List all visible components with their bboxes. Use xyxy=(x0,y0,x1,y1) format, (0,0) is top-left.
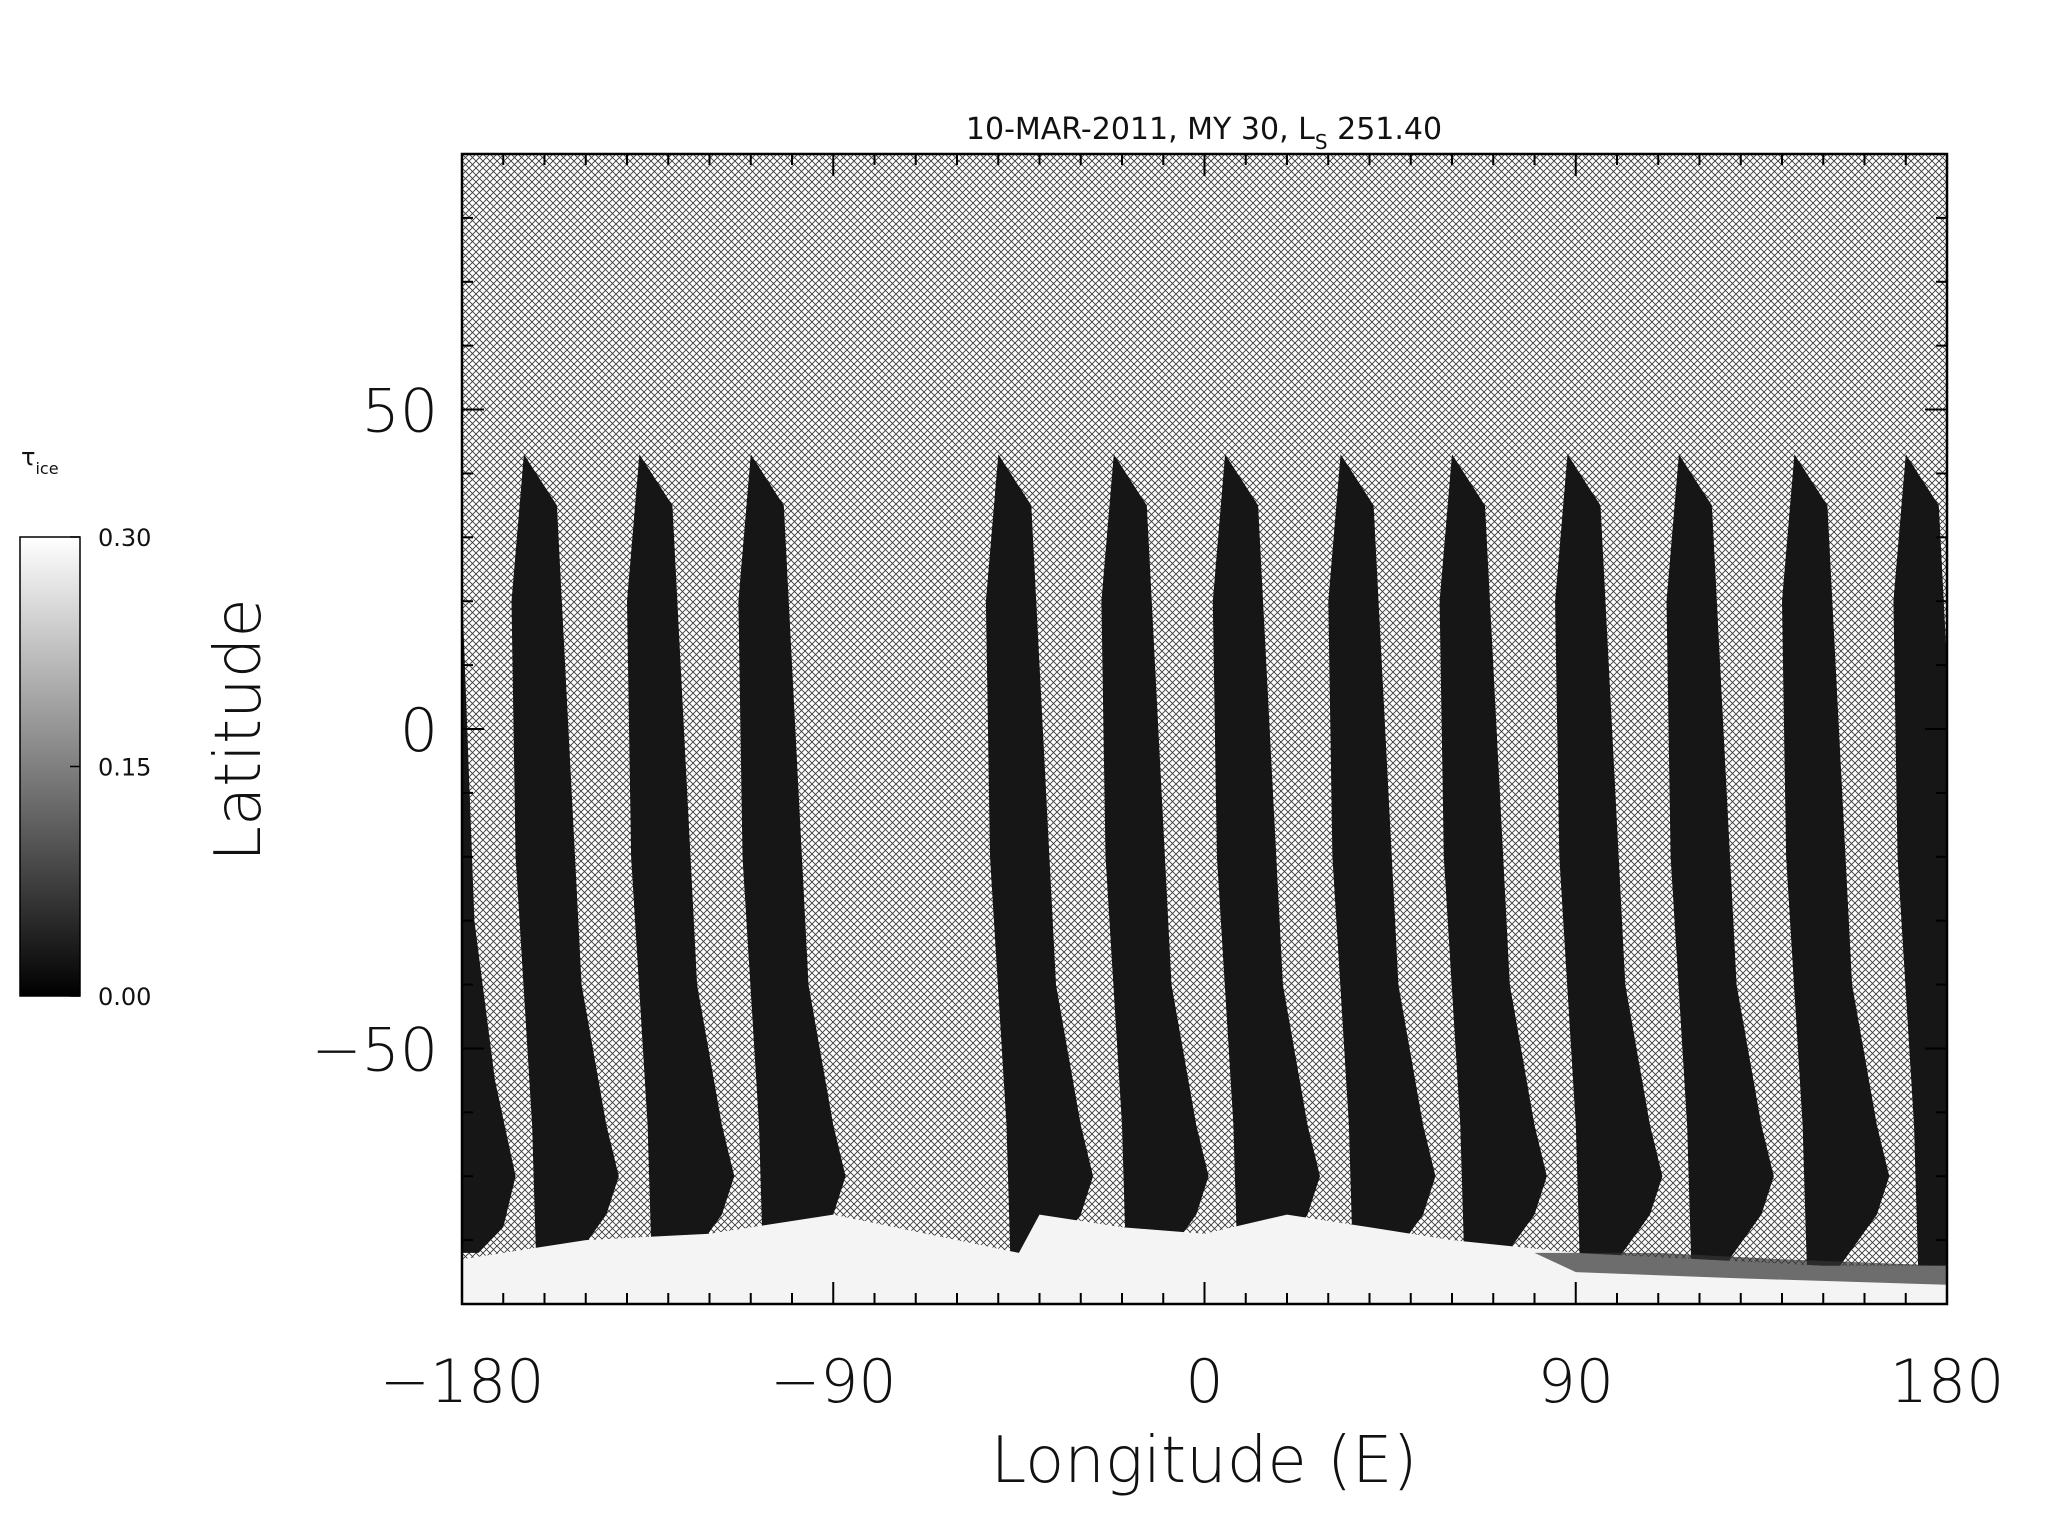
swath-11 xyxy=(1782,454,1890,1273)
x-tick-label: −180 xyxy=(380,1347,545,1417)
polar-cap-ice xyxy=(462,1214,1947,1304)
y-tick-label: 50 xyxy=(362,377,438,447)
plot-area xyxy=(462,154,1947,1304)
swath-2 xyxy=(627,454,735,1273)
orbit-swaths xyxy=(462,454,1947,1273)
swath-5 xyxy=(1101,454,1209,1273)
colorbar-tick-label: 0.15 xyxy=(98,754,151,782)
swath-6 xyxy=(1212,454,1320,1273)
y-tick-label: 0 xyxy=(400,696,438,766)
axis-ticks xyxy=(461,153,1948,1305)
x-tick-label: −90 xyxy=(770,1347,897,1417)
colorbar-tick-label: 0.00 xyxy=(98,983,151,1011)
polar-cap xyxy=(462,1214,1947,1304)
y-tick-label: −50 xyxy=(311,1015,438,1085)
colorbar: τice 0.30 0.15 0.00 xyxy=(19,443,151,1011)
x-axis-label: Longitude (E) xyxy=(991,1424,1418,1498)
x-tick-label: 90 xyxy=(1538,1347,1614,1417)
swath-4 xyxy=(985,454,1094,1273)
x-tick-label: 180 xyxy=(1890,1347,2005,1417)
swath-3 xyxy=(738,454,846,1273)
x-tick-labels: −180 −90 0 90 180 xyxy=(380,1347,2005,1417)
swath-10 xyxy=(1666,454,1774,1273)
chart-title: 10-MAR-2011, MY 30, LS 251.40 xyxy=(966,112,1442,154)
colorbar-label: τice xyxy=(21,443,59,478)
swath-12 xyxy=(1893,454,1947,1273)
swath-1 xyxy=(511,454,619,1273)
colorbar-tick-label: 0.30 xyxy=(98,524,151,552)
colorbar-label-subscript: ice xyxy=(35,459,58,478)
y-tick-labels: 50 0 −50 xyxy=(311,377,438,1086)
swath-9 xyxy=(1555,454,1663,1273)
y-axis-label: Latitude xyxy=(202,598,276,861)
cap-edge-shadow xyxy=(1534,1252,1947,1285)
title-subscript: S xyxy=(1315,130,1328,154)
swath-7 xyxy=(1328,454,1436,1273)
swath-wrap xyxy=(462,588,516,1253)
swath-8 xyxy=(1439,454,1547,1273)
x-tick-label: 0 xyxy=(1185,1347,1223,1417)
title-tail: 251.40 xyxy=(1328,112,1443,147)
colorbar-ticks: 0.30 0.15 0.00 xyxy=(70,524,151,1011)
